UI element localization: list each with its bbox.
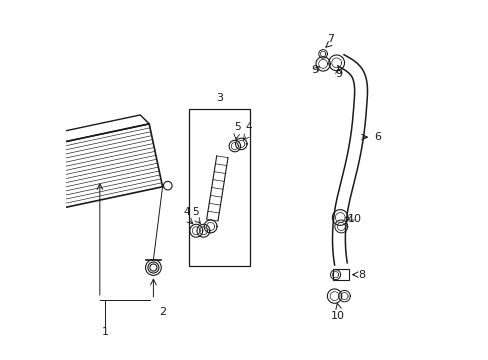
Text: 10: 10 bbox=[330, 311, 345, 321]
Text: 3: 3 bbox=[216, 93, 223, 103]
Text: 10: 10 bbox=[347, 214, 361, 224]
Bar bbox=[332, 269, 348, 280]
Text: 9: 9 bbox=[311, 65, 318, 75]
Text: 6: 6 bbox=[373, 132, 380, 142]
Bar bbox=[189, 109, 249, 266]
Text: 5: 5 bbox=[192, 207, 199, 217]
Text: 4: 4 bbox=[183, 207, 189, 217]
Text: 5: 5 bbox=[234, 122, 241, 132]
Text: 7: 7 bbox=[326, 34, 333, 44]
Circle shape bbox=[163, 181, 172, 190]
Text: 4: 4 bbox=[245, 122, 252, 132]
Text: 9: 9 bbox=[334, 68, 341, 78]
Text: 2: 2 bbox=[159, 307, 165, 317]
Text: 8: 8 bbox=[357, 270, 365, 280]
Text: 1: 1 bbox=[102, 327, 108, 337]
